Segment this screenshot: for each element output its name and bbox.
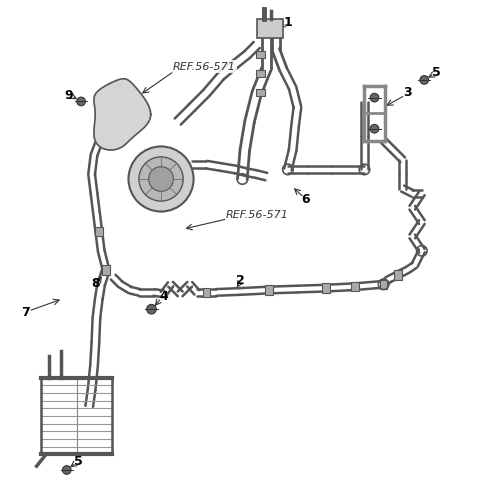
Bar xyxy=(380,279,387,289)
Circle shape xyxy=(129,147,193,212)
Text: 2: 2 xyxy=(236,274,244,287)
Text: 8: 8 xyxy=(91,277,100,290)
Bar xyxy=(256,90,265,96)
Bar xyxy=(257,19,283,38)
Polygon shape xyxy=(94,79,151,150)
Text: REF.56-571: REF.56-571 xyxy=(173,62,236,71)
Circle shape xyxy=(149,167,173,191)
Bar xyxy=(351,282,359,291)
Text: 5: 5 xyxy=(74,455,83,468)
Circle shape xyxy=(420,76,429,84)
Text: REF.56-571: REF.56-571 xyxy=(226,210,288,220)
Text: 6: 6 xyxy=(302,192,311,206)
Circle shape xyxy=(370,124,379,133)
Circle shape xyxy=(147,305,156,314)
Bar xyxy=(203,288,210,297)
Circle shape xyxy=(77,97,85,106)
Circle shape xyxy=(370,93,379,102)
Bar xyxy=(394,270,402,279)
Text: 4: 4 xyxy=(159,290,168,303)
Bar xyxy=(265,285,273,295)
Text: 9: 9 xyxy=(65,89,73,102)
Bar xyxy=(41,378,112,454)
Bar xyxy=(323,283,330,293)
Bar xyxy=(256,70,265,77)
Text: 3: 3 xyxy=(403,86,412,99)
Circle shape xyxy=(62,466,71,474)
Bar xyxy=(102,265,110,275)
Text: 7: 7 xyxy=(21,306,30,318)
Text: 1: 1 xyxy=(284,16,292,29)
Bar xyxy=(95,227,103,237)
Text: 5: 5 xyxy=(432,66,441,79)
Circle shape xyxy=(139,157,183,201)
Bar xyxy=(256,51,265,58)
